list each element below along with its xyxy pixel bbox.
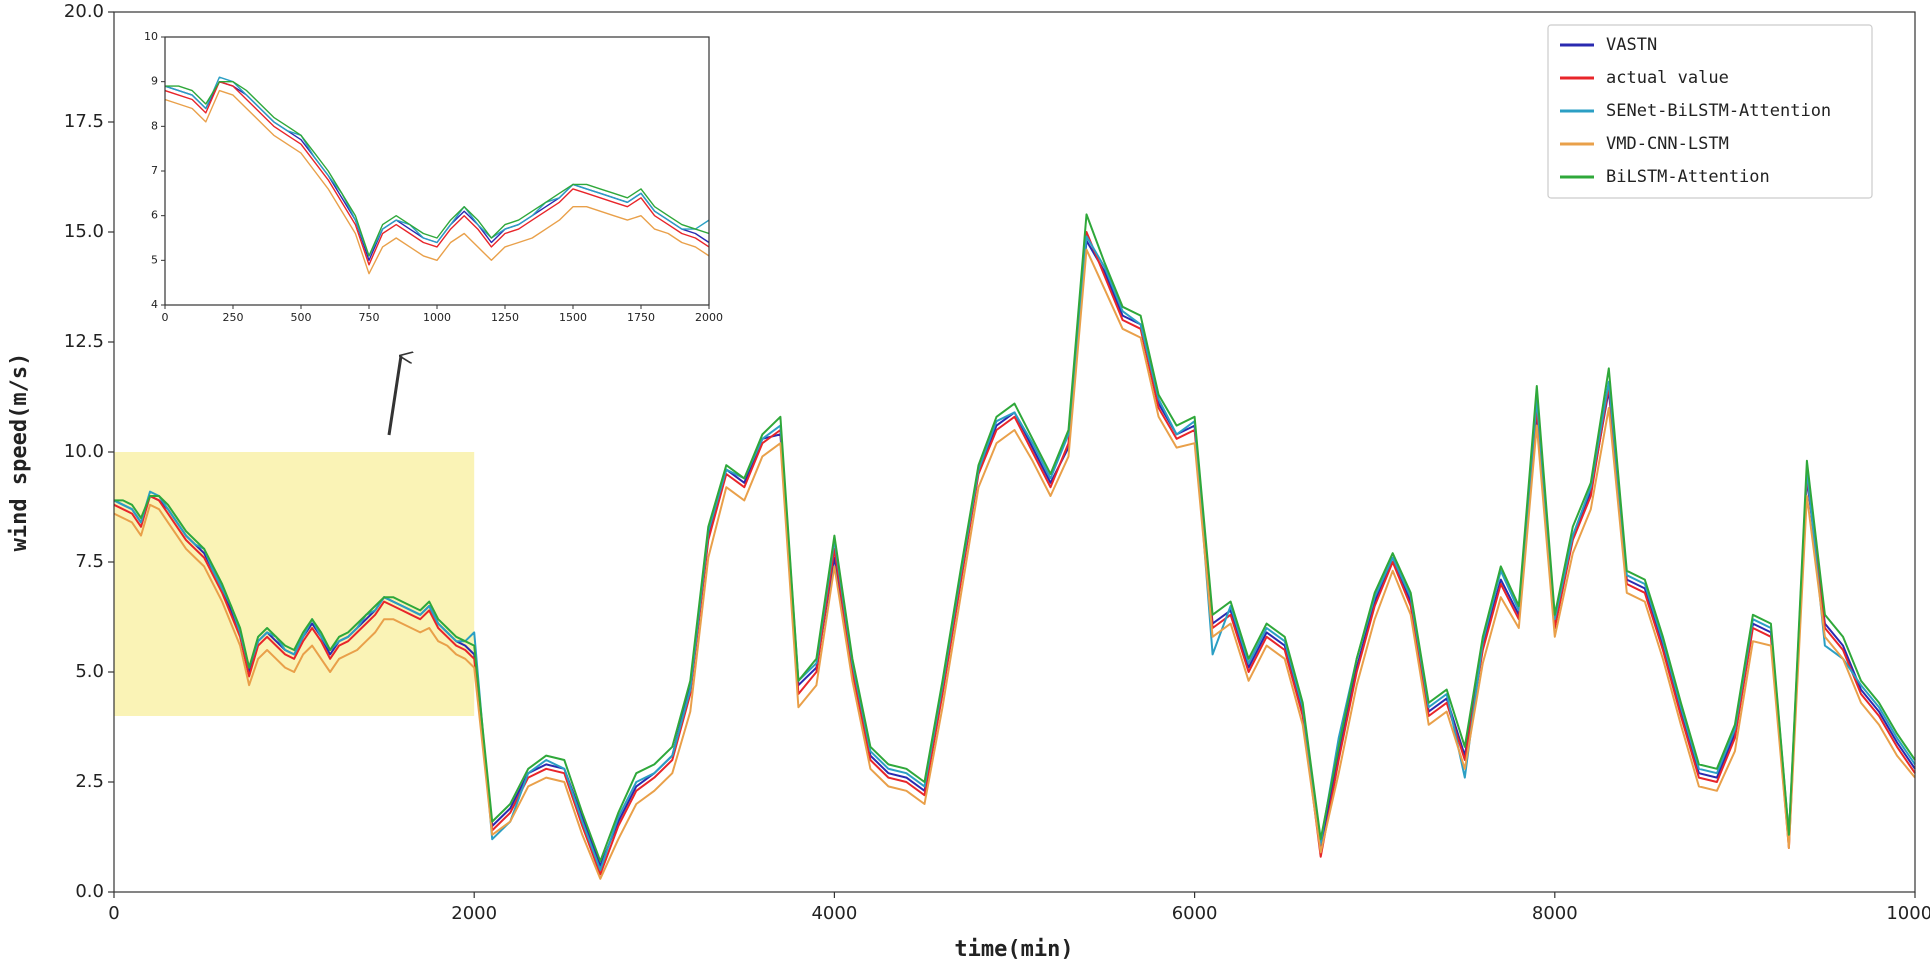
inset-x-tick-label: 250 bbox=[223, 311, 244, 324]
legend-label: VASTN bbox=[1606, 35, 1657, 55]
series-line bbox=[114, 213, 1916, 863]
x-tick-label: 6000 bbox=[1172, 903, 1218, 924]
series-line bbox=[113, 248, 1916, 880]
y-axis-title: wind speed(m/s) bbox=[7, 353, 32, 552]
zoom-region bbox=[114, 452, 475, 716]
y-tick-label: 20.0 bbox=[64, 1, 104, 22]
y-tick-label: 15.0 bbox=[64, 221, 104, 242]
inset-y-tick-label: 10 bbox=[144, 30, 158, 43]
y-tick-label: 12.5 bbox=[64, 331, 104, 352]
series-line bbox=[165, 81, 709, 257]
inset-lines bbox=[165, 76, 709, 275]
x-tick-label: 4000 bbox=[811, 903, 857, 924]
inset-x-tick-label: 500 bbox=[291, 311, 312, 324]
y-tick-label: 0.0 bbox=[75, 881, 104, 902]
inset-x-tick-label: 0 bbox=[162, 311, 169, 324]
y-tick-label: 10.0 bbox=[64, 441, 104, 462]
series-line bbox=[165, 89, 709, 275]
inset-background bbox=[165, 37, 709, 305]
inset-y-tick-label: 4 bbox=[151, 298, 158, 311]
inset-y-tick-label: 5 bbox=[151, 253, 158, 266]
zoom-arrow bbox=[387, 356, 401, 436]
y-tick-label: 5.0 bbox=[75, 661, 104, 682]
legend-label: SENet-BiLSTM-Attention bbox=[1606, 101, 1831, 121]
inset-y-tick-label: 7 bbox=[151, 164, 158, 177]
legend-label: actual value bbox=[1606, 68, 1729, 88]
inset-x-tick-label: 750 bbox=[359, 311, 380, 324]
x-tick-label: 0 bbox=[108, 903, 119, 924]
inset-x-tick-label: 2000 bbox=[695, 311, 723, 324]
series-line bbox=[165, 76, 709, 257]
inset: 0 250 500 750 1000 1250 1500 1750 2000 4 5 6 7 8 9 10 bbox=[144, 30, 723, 324]
plot-frame bbox=[113, 11, 1916, 893]
inset-x-tick-label: 1750 bbox=[627, 311, 655, 324]
legend-label: VMD-CNN-LSTM bbox=[1606, 134, 1729, 154]
y-tick-label: 17.5 bbox=[64, 111, 104, 132]
inset-y-tick-label: 9 bbox=[151, 75, 158, 88]
x-axis-title: time(min) bbox=[954, 937, 1073, 962]
y-tick-label: 2.5 bbox=[75, 771, 104, 792]
y-tick-label: 7.5 bbox=[75, 551, 104, 572]
inset-y-tick-label: 6 bbox=[151, 209, 158, 222]
x-tick-label: 2000 bbox=[451, 903, 497, 924]
series-line bbox=[165, 81, 709, 266]
inset-x-tick-label: 1250 bbox=[491, 311, 519, 324]
inset-y-tick-label: 8 bbox=[151, 119, 158, 132]
legend-box bbox=[1547, 24, 1873, 199]
x-tick-label: 8000 bbox=[1532, 903, 1578, 924]
inset-x-tick-label: 1000 bbox=[423, 311, 451, 324]
inset-x-tick-label: 1500 bbox=[559, 311, 587, 324]
inset-frame bbox=[164, 36, 710, 306]
legend-label: BiLSTM-Attention bbox=[1606, 167, 1770, 187]
